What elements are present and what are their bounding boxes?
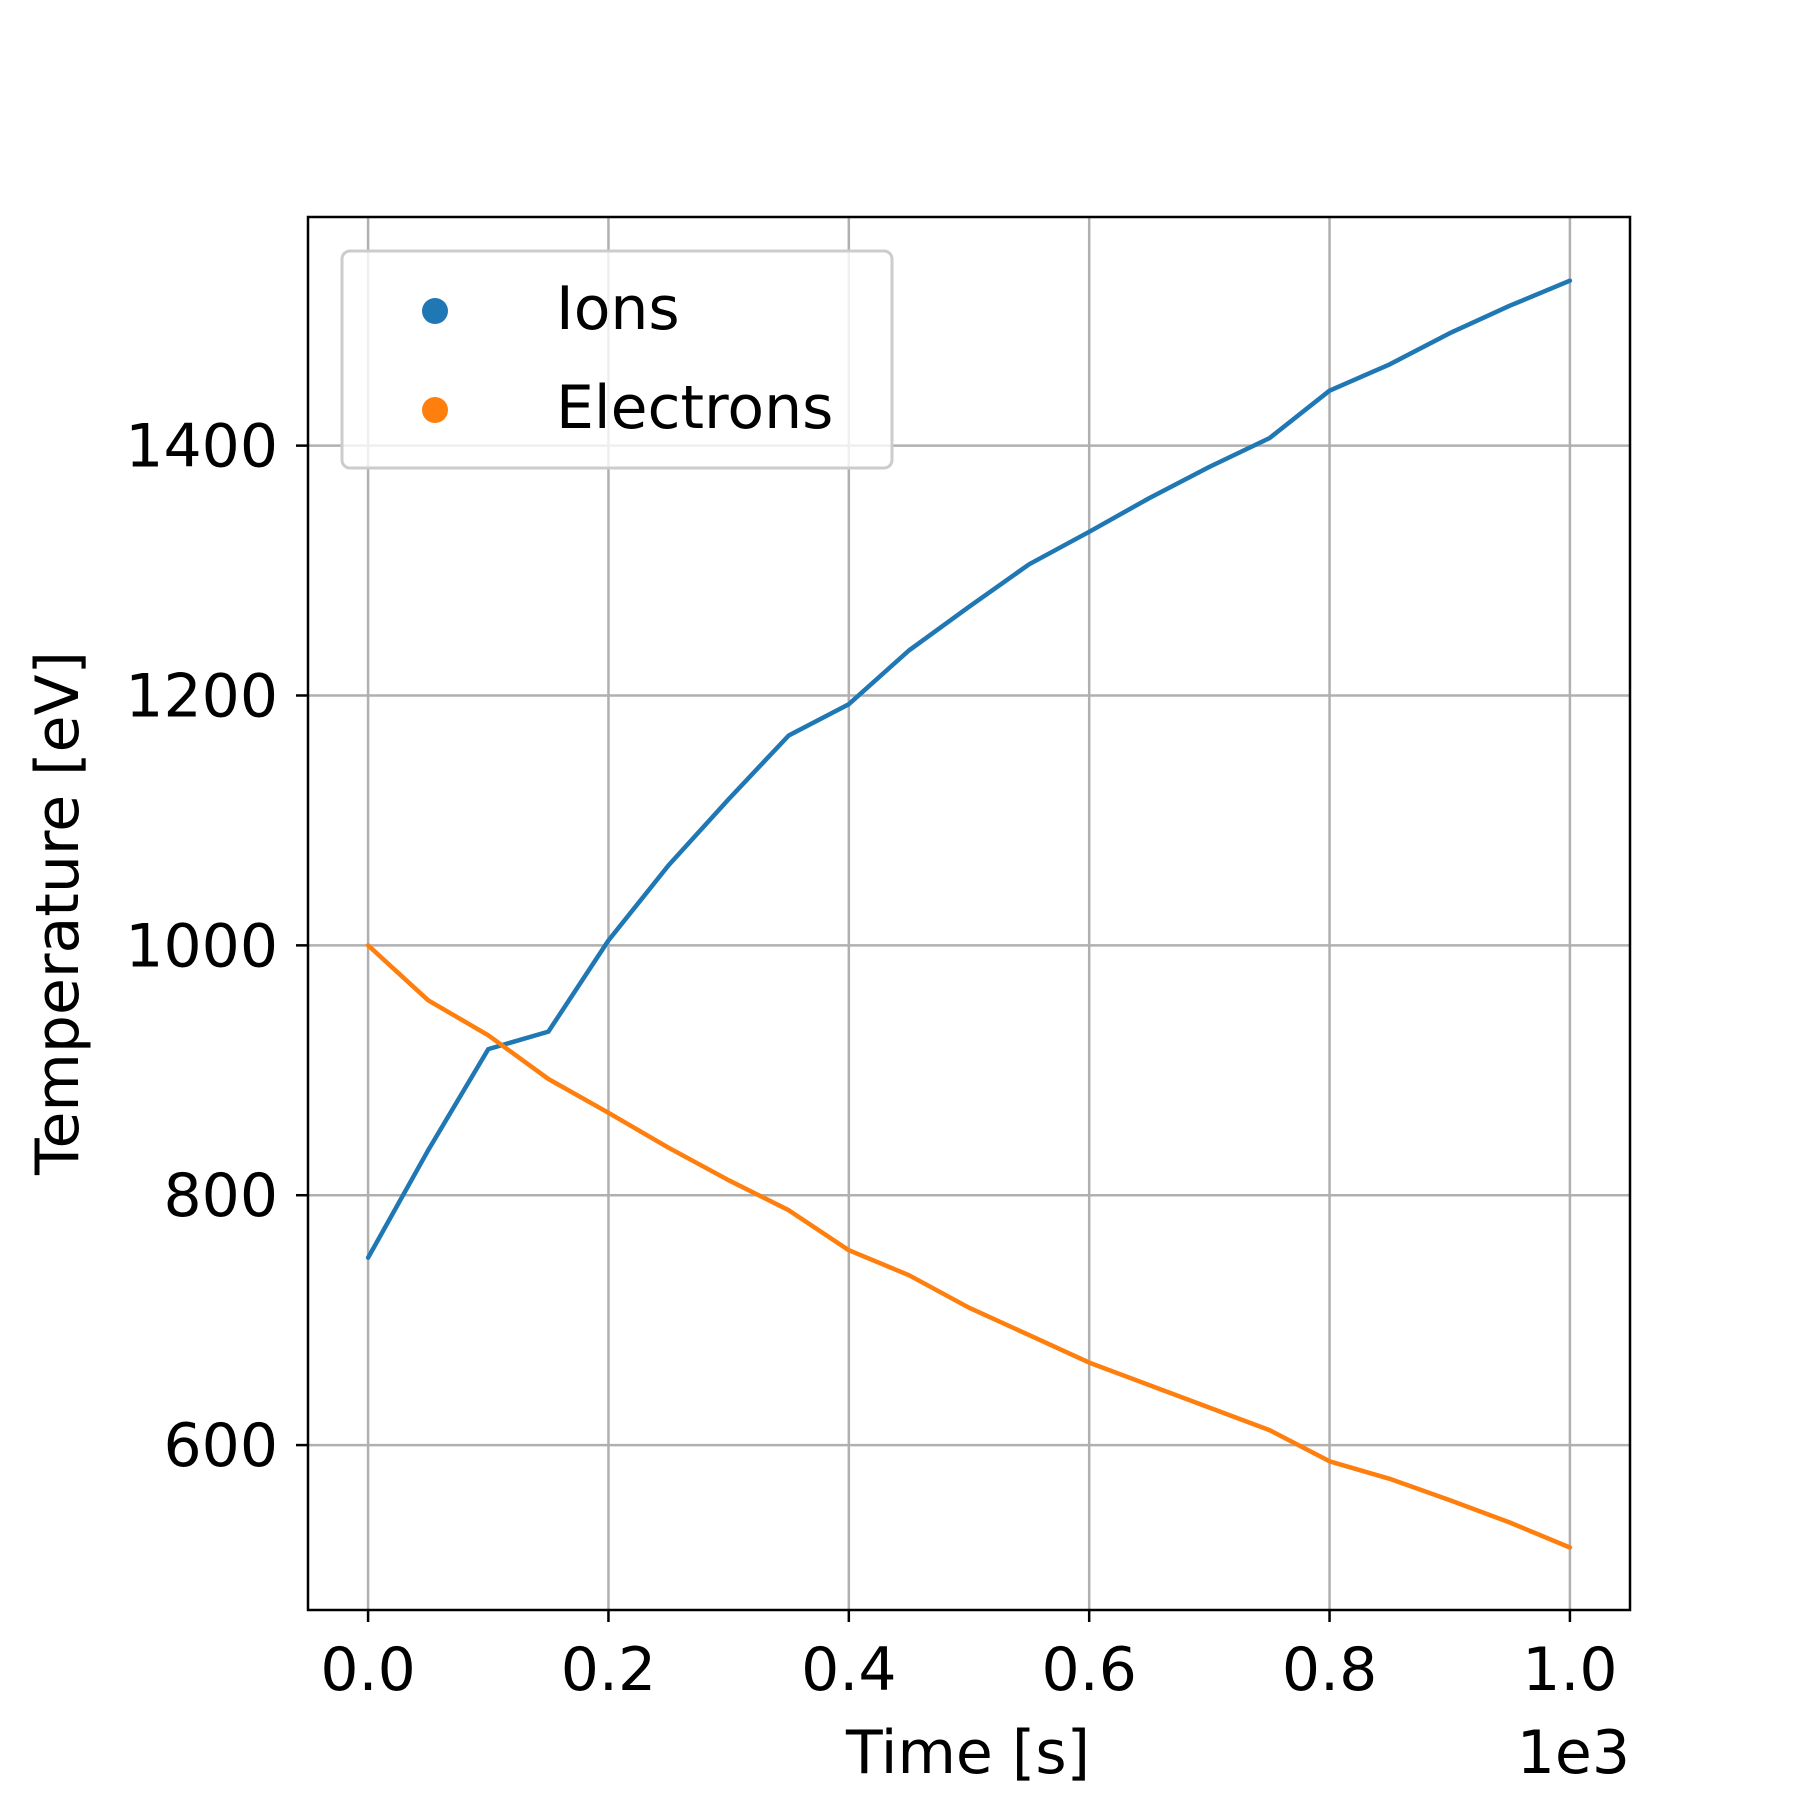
- tick-labels: 0.0 0.2 0.4 0.6 0.8 1.0 600 800 1000 1200 1400: [125, 412, 1617, 1705]
- y-tick-label: 1400: [125, 412, 278, 482]
- series-layer: [365, 278, 1573, 1550]
- series-line-electrons: [365, 943, 1573, 1550]
- plot-frame: [306, 215, 1632, 1612]
- legend-marker-electrons: [422, 397, 448, 423]
- legend: Ions Electrons: [340, 249, 894, 470]
- legend-box: [340, 249, 894, 470]
- legend-label-ions: Ions: [556, 274, 680, 344]
- y-tick-label: 1000: [125, 911, 278, 981]
- y-tick-label: 1200: [125, 661, 278, 731]
- x-tick-label: 0.6: [1041, 1635, 1136, 1705]
- x-tick-label: 1.0: [1522, 1635, 1617, 1705]
- x-tick-label: 0.8: [1282, 1635, 1377, 1705]
- y-tick-label: 600: [163, 1411, 278, 1481]
- series-line-ions: [365, 278, 1573, 1260]
- x-offset-text: 1e3: [1517, 1718, 1630, 1788]
- x-tick-label: 0.0: [320, 1635, 415, 1705]
- legend-label-electrons: Electrons: [556, 373, 833, 443]
- x-tick-label: 0.4: [801, 1635, 896, 1705]
- tick-marks: [296, 444, 1572, 1622]
- y-tick-label: 800: [163, 1161, 278, 1231]
- x-tick-label: 0.2: [561, 1635, 656, 1705]
- y-axis-label: Temperature [eV]: [23, 651, 93, 1176]
- legend-marker-ions: [422, 298, 448, 324]
- x-axis-label: Time [s]: [845, 1718, 1090, 1788]
